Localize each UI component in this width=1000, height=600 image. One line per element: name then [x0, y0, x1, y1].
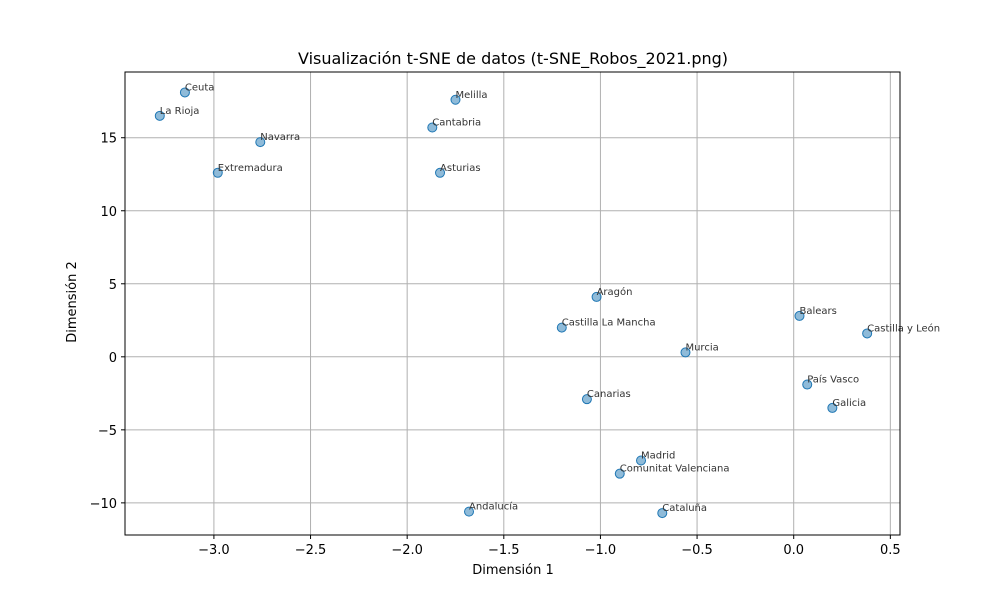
data-point: [794, 310, 805, 321]
data-point: [657, 508, 668, 519]
data-point: [556, 322, 567, 333]
x-tick-label: −3.0: [198, 543, 230, 558]
point-label: Aragón: [597, 286, 633, 298]
x-tick-label: −1.5: [488, 543, 520, 558]
point-label: Andalucía: [469, 501, 518, 513]
axis-ticks: −3.0 −2.5 −2.0 −1.5 −1.0 −0.5 0.0 0.5 −10 −5 0 5 10 1…: [90, 132, 901, 558]
data-point: [636, 455, 647, 466]
y-tick-label: 15: [100, 132, 117, 147]
point-label: Balears: [800, 306, 837, 317]
grid: [125, 72, 900, 535]
x-tick-label: −2.0: [391, 543, 423, 558]
data-point: [827, 402, 838, 413]
chart-title: Visualización t-SNE de datos (t-SNE_Robo…: [298, 49, 728, 69]
data-point: [212, 167, 223, 178]
data-point: [802, 379, 813, 390]
point-label: Madrid: [641, 451, 675, 462]
point-label: Asturias: [440, 163, 481, 174]
data-point: [179, 87, 190, 98]
y-tick-label: 5: [109, 278, 117, 293]
x-tick-label: 0.5: [880, 543, 901, 558]
y-tick-label: −10: [90, 497, 117, 512]
y-tick-label: −5: [98, 424, 117, 439]
point-label: Canarias: [587, 389, 631, 400]
point-label: Galicia: [832, 398, 866, 409]
y-axis-label: Dimensión 2: [65, 261, 80, 343]
point-label: Melilla: [455, 90, 487, 101]
point-label: Navarra: [260, 132, 300, 143]
data-point: [591, 291, 602, 302]
point-label: País Vasco: [807, 374, 859, 386]
point-label: Cantabria: [432, 118, 481, 129]
x-axis-label: Dimensión 1: [472, 563, 554, 578]
data-point: [154, 110, 165, 121]
point-label: La Rioja: [160, 106, 200, 117]
data-point: [450, 94, 461, 105]
point-label: Cataluña: [662, 503, 707, 514]
data-point: [464, 506, 475, 517]
point-label: Castilla y León: [867, 322, 940, 334]
point-label: Castilla La Mancha: [562, 318, 656, 329]
data-point: [614, 468, 625, 479]
data-point: [862, 328, 873, 339]
x-tick-label: −1.0: [585, 543, 617, 558]
data-point: [255, 137, 266, 148]
data-point: [581, 394, 592, 405]
data-point: [427, 122, 438, 133]
point-label: Murcia: [685, 342, 718, 353]
plot-frame: [124, 71, 901, 536]
point-label: Extremadura: [218, 163, 283, 174]
data-points: Ceuta La Rioja Navarra Extremadura Melilla Ca…: [154, 82, 940, 519]
point-label: Ceuta: [185, 82, 215, 93]
y-tick-label: 0: [109, 351, 117, 366]
point-label: Comunitat Valenciana: [620, 464, 730, 475]
x-tick-label: 0.0: [783, 543, 804, 558]
x-tick-label: −2.5: [295, 543, 327, 558]
data-point: [680, 347, 691, 358]
x-tick-label: −0.5: [681, 543, 713, 558]
data-point: [435, 167, 446, 178]
y-tick-label: 10: [100, 205, 117, 220]
